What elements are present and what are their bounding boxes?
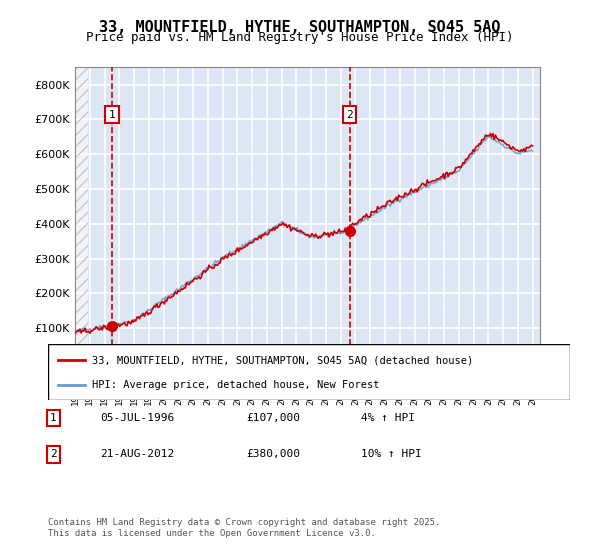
Text: 1: 1 [50,413,56,423]
Text: 2002: 2002 [188,384,197,405]
Text: 1: 1 [109,110,115,119]
Text: 2014: 2014 [366,384,375,405]
Text: 33, MOUNTFIELD, HYTHE, SOUTHAMPTON, SO45 5AQ (detached house): 33, MOUNTFIELD, HYTHE, SOUTHAMPTON, SO45… [92,355,473,365]
Text: 33, MOUNTFIELD, HYTHE, SOUTHAMPTON, SO45 5AQ: 33, MOUNTFIELD, HYTHE, SOUTHAMPTON, SO45… [99,20,501,35]
Text: 2025: 2025 [528,384,537,405]
Text: 1998: 1998 [130,384,139,405]
Text: 2023: 2023 [499,384,508,405]
Text: 2012: 2012 [336,384,345,405]
Text: 2009: 2009 [292,384,301,405]
Text: 2019: 2019 [440,384,449,405]
Text: 2001: 2001 [174,384,183,405]
Text: 1999: 1999 [145,384,154,405]
Text: 2011: 2011 [322,384,331,405]
Text: 2017: 2017 [410,384,419,405]
Text: 2: 2 [50,449,56,459]
Text: 2024: 2024 [514,384,523,405]
Text: 1994: 1994 [71,384,79,405]
Text: £380,000: £380,000 [247,449,301,459]
Text: 1996: 1996 [100,384,109,405]
Text: 1997: 1997 [115,384,124,405]
Text: 2010: 2010 [307,384,316,405]
Text: 2000: 2000 [159,384,168,405]
Text: 2004: 2004 [218,384,227,405]
Text: 21-AUG-2012: 21-AUG-2012 [100,449,175,459]
Text: 2022: 2022 [484,384,493,405]
Text: 2021: 2021 [469,384,478,405]
Text: £107,000: £107,000 [247,413,301,423]
Bar [75,67,88,363]
FancyBboxPatch shape [48,344,570,400]
Text: 2015: 2015 [380,384,389,405]
Text: 10% ↑ HPI: 10% ↑ HPI [361,449,422,459]
Bar [75,67,88,363]
Text: 2013: 2013 [351,384,360,405]
Text: Contains HM Land Registry data © Crown copyright and database right 2025.
This d: Contains HM Land Registry data © Crown c… [48,518,440,538]
Text: 2: 2 [346,110,353,119]
Text: 2003: 2003 [203,384,212,405]
Text: 2007: 2007 [262,384,271,405]
Text: 05-JUL-1996: 05-JUL-1996 [100,413,175,423]
Text: 4% ↑ HPI: 4% ↑ HPI [361,413,415,423]
Text: 2020: 2020 [454,384,463,405]
Text: 1995: 1995 [85,384,94,405]
Text: Price paid vs. HM Land Registry's House Price Index (HPI): Price paid vs. HM Land Registry's House … [86,31,514,44]
Text: 2016: 2016 [395,384,404,405]
Text: 2005: 2005 [233,384,242,405]
Text: 2018: 2018 [425,384,434,405]
Text: 2006: 2006 [248,384,257,405]
Text: HPI: Average price, detached house, New Forest: HPI: Average price, detached house, New … [92,380,380,390]
Text: 2008: 2008 [277,384,286,405]
